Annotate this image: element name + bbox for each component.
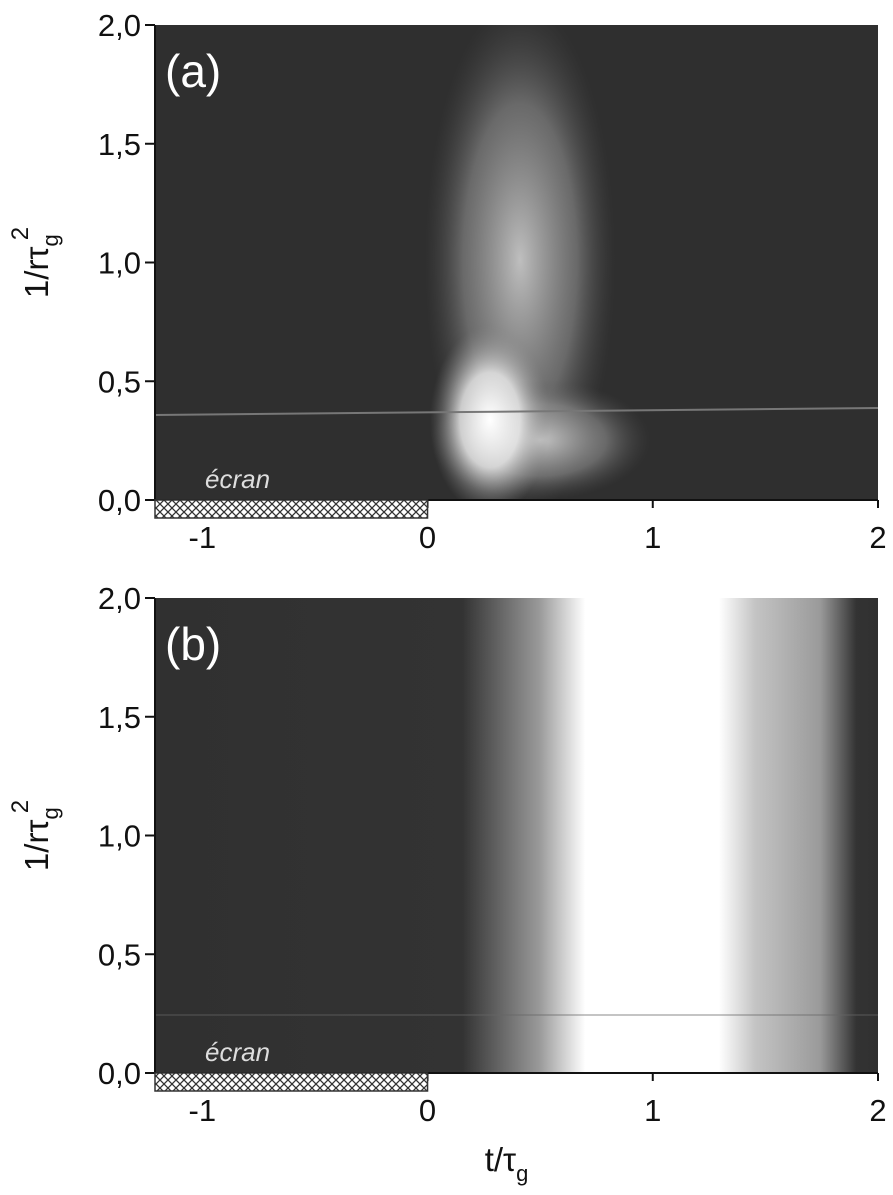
y-label-sup: 2 [7, 227, 34, 240]
x-axis-label: t/τg [485, 1141, 529, 1186]
screen-label: écran [205, 464, 270, 494]
y-label-main: 1/rτ [18, 247, 55, 299]
plot-area [155, 598, 878, 1073]
y-tick-label: 0,5 [98, 937, 141, 972]
x-tick-label: 1 [644, 1093, 661, 1128]
y-tick-label: 2,0 [98, 8, 141, 43]
y-tick-label: 0,5 [98, 364, 141, 399]
panel-label: (b) [165, 618, 221, 670]
x-tick-label: 2 [869, 1093, 886, 1128]
x-label-sub: g [516, 1161, 528, 1186]
screen-region [154, 499, 429, 519]
screen-label: écran [205, 1037, 270, 1067]
y-tick-label: 0,0 [98, 483, 141, 518]
y-axis-label: 1/rτg2 [7, 227, 63, 298]
y-tick-label: 0,0 [98, 1056, 141, 1091]
heatmap-background [155, 598, 878, 1073]
y-label-sub: g [38, 807, 63, 819]
plot-area [155, 25, 878, 500]
y-label-sup: 2 [7, 800, 34, 813]
panel-label: (a) [165, 45, 221, 97]
y-tick-label: 1,5 [98, 127, 141, 162]
x-tick-label: 1 [644, 520, 661, 555]
x-tick-label: 2 [869, 520, 886, 555]
x-tick-label: 0 [419, 1093, 436, 1128]
heatmap-core [430, 325, 550, 500]
y-axis-label: 1/rτg2 [7, 800, 63, 871]
y-tick-label: 1,0 [98, 246, 141, 281]
x-tick-label: 0 [419, 520, 436, 555]
y-tick-label: 1,5 [98, 700, 141, 735]
y-label-main: 1/rτ [18, 820, 55, 872]
x-tick-label: -1 [189, 1093, 217, 1128]
x-tick-label: -1 [189, 520, 217, 555]
scan-line [155, 407, 878, 416]
y-tick-label: 1,0 [98, 819, 141, 854]
y-tick-label: 2,0 [98, 581, 141, 616]
screen-region [154, 1072, 429, 1092]
y-label-sub: g [38, 234, 63, 246]
x-label-main: t/τ [485, 1141, 516, 1178]
